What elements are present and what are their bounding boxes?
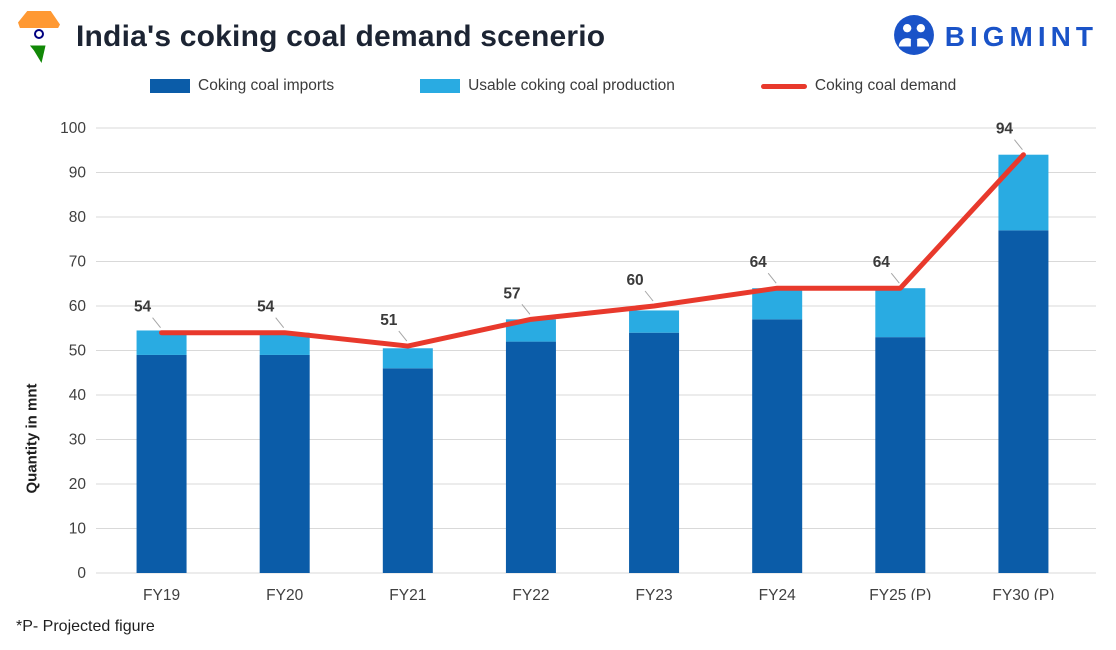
legend-item-demand: Coking coal demand	[760, 77, 957, 95]
chart-canvas: 0 10 20 30 40 50 60 70 80 90 100 54 54 51 57 60 64 64 94 FY…	[60, 120, 1096, 604]
bar-imports	[752, 319, 803, 573]
bar-imports	[259, 354, 310, 573]
bigmint-logo-icon	[893, 14, 935, 61]
y-tick-label: 30	[69, 432, 87, 449]
y-tick-label: 20	[69, 476, 87, 493]
legend-item-production: Usable coking coal production	[420, 77, 675, 95]
y-tick-label: 10	[69, 521, 87, 538]
label-leader	[767, 272, 777, 284]
bar-imports	[382, 368, 433, 573]
y-tick-label: 50	[69, 343, 87, 360]
bar-production	[752, 288, 803, 320]
bigmint-logo: BIGMINT	[893, 14, 1098, 61]
demand-data-label: 54	[257, 299, 275, 316]
y-tick-label: 60	[69, 298, 87, 315]
bar-imports	[998, 230, 1049, 573]
legend-item-imports: Coking coal imports	[150, 77, 334, 95]
demand-line	[159, 152, 1026, 349]
demand-data-label: 51	[380, 312, 398, 329]
demand-data-label: 57	[503, 285, 520, 302]
india-flag-icon	[18, 11, 60, 63]
demand-color-swatch	[760, 83, 807, 89]
chart-legend: Coking coal imports Usable coking coal p…	[150, 74, 1096, 98]
demand-data-label: 60	[626, 272, 643, 289]
bar-production	[382, 348, 433, 369]
label-leader	[890, 272, 900, 284]
demand-data-label: 64	[873, 254, 891, 271]
legend-label-demand: Coking coal demand	[814, 77, 957, 94]
production-color-swatch	[420, 79, 461, 93]
header: India's coking coal demand scenerio BIGM…	[18, 6, 1098, 68]
label-leader	[644, 290, 654, 302]
x-category-label: FY19	[143, 587, 180, 600]
bar-imports	[136, 354, 187, 573]
bar-imports	[505, 341, 556, 573]
label-leader	[1014, 139, 1023, 151]
imports-color-swatch	[150, 79, 190, 93]
x-category-label: FY20	[266, 587, 303, 600]
label-leader	[152, 317, 161, 329]
y-tick-label: 70	[69, 254, 87, 271]
footnote: *P- Projected figure	[16, 618, 155, 635]
y-tick-label: 0	[77, 565, 86, 582]
y-tick-label: 90	[69, 165, 87, 182]
label-leader	[398, 330, 408, 342]
y-tick-label: 40	[69, 387, 87, 404]
bar-imports	[629, 332, 680, 573]
bar-production	[505, 319, 556, 342]
bar-imports	[875, 337, 926, 573]
x-category-label: FY21	[389, 587, 426, 600]
bar-production	[259, 332, 310, 355]
bar-production	[998, 154, 1049, 231]
x-category-label: FY25 (P)	[869, 587, 931, 600]
x-category-label: FY22	[512, 587, 549, 600]
y-tick-label: 80	[69, 209, 87, 226]
bar-production	[629, 310, 680, 333]
x-category-label: FY23	[636, 587, 673, 600]
y-axis-title: Quantity in mnt	[23, 383, 41, 494]
legend-label-imports: Coking coal imports	[198, 77, 335, 94]
label-leader	[521, 304, 531, 315]
demand-data-label: 54	[134, 299, 152, 316]
label-leader	[275, 317, 285, 329]
legend-label-production: Usable coking coal production	[468, 77, 675, 94]
bar-production	[875, 288, 926, 338]
y-tick-label: 100	[60, 120, 86, 137]
bigmint-logo-text: BIGMINT	[944, 21, 1098, 52]
x-category-label: FY30 (P)	[992, 587, 1054, 600]
demand-data-label: 94	[996, 121, 1014, 138]
chart: Quantity in mnt 0 10 20 30 40 50 60 70 80 90 100 54…	[0, 100, 1116, 604]
page-title: India's coking coal demand scenerio	[76, 20, 606, 53]
demand-data-label: 64	[750, 254, 768, 271]
x-category-label: FY24	[759, 587, 796, 600]
